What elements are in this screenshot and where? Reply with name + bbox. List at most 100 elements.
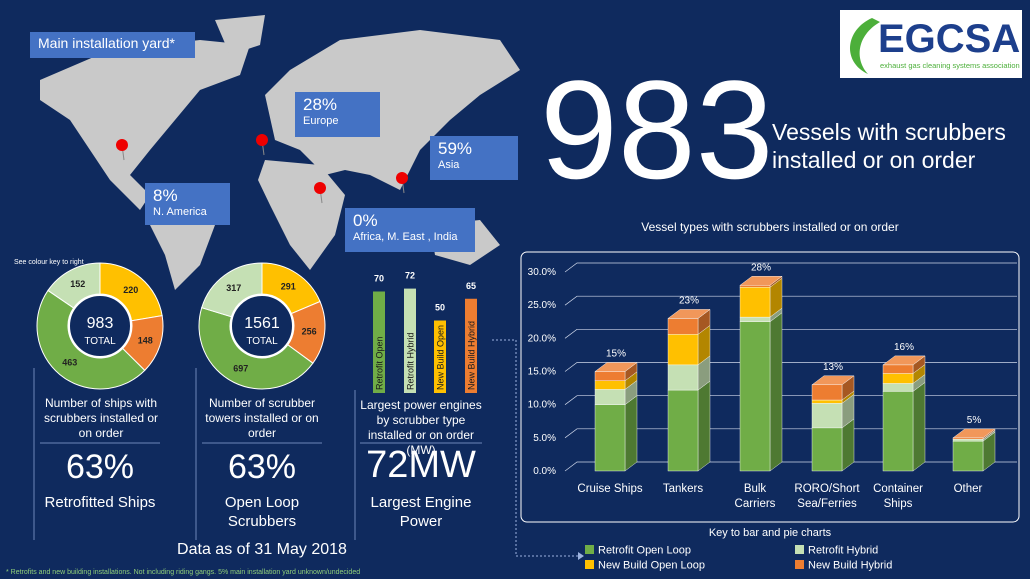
region-box: 0% Africa, M. East , India [345, 208, 475, 252]
engine-label: Retrofit Hybrid [406, 332, 416, 390]
panel-stat: 63% [227, 448, 297, 486]
grid-line [564, 395, 1017, 405]
bar-top [882, 355, 926, 366]
x-tick-label: Cruise Ships [577, 483, 643, 495]
map-note: Main installation yard* [30, 32, 195, 58]
date-note: Data as of 31 May 2018 [177, 541, 347, 558]
panel-stat-label: Open Loop Scrubbers [224, 494, 300, 530]
bar-segment [739, 285, 771, 288]
bar-segment [667, 318, 699, 335]
donut-total: 983 [87, 315, 114, 332]
y-tick-label: 5.0% [533, 433, 556, 444]
bar-segment [594, 389, 626, 405]
region-share: 8% [153, 186, 178, 205]
region-name: Asia [438, 159, 460, 171]
bar-top [811, 375, 855, 385]
legend-swatch [585, 560, 594, 569]
bar-segment [739, 316, 771, 322]
donut-total: 1561 [244, 315, 280, 332]
bar-segment [882, 364, 914, 374]
map-pins [116, 134, 408, 204]
region-name: Africa, M. East , India [353, 231, 458, 243]
panel-stat-label: Largest Engine Power [370, 494, 472, 530]
bar-segment [882, 373, 914, 384]
engine-bar [373, 291, 385, 393]
legend-swatch [585, 545, 594, 554]
engine-label: Retrofit Open [375, 336, 385, 390]
bar-segment [739, 287, 771, 318]
region-share: 59% [438, 139, 473, 158]
logo-tagline: exhaust gas cleaning systems association [880, 61, 1020, 70]
bar-top [667, 309, 711, 319]
x-tick-label: Container Ships [873, 483, 923, 510]
y-tick-label: 30.0% [528, 267, 556, 278]
grid-line [564, 362, 1017, 372]
engine-bar [404, 288, 416, 393]
chart-title: Vessel types with scrubbers installed or… [641, 220, 898, 234]
legend-swatch [795, 545, 804, 554]
bar-segment [594, 404, 626, 472]
donut-label: 148 [138, 335, 153, 345]
bar-top [594, 362, 638, 372]
legend-label: New Build Open Loop [598, 560, 705, 572]
region-box: 28% Europe [295, 92, 380, 137]
region-share: 28% [303, 95, 338, 114]
grid-line [564, 295, 1017, 306]
headline-text: Vessels with scrubbers installed or on o… [772, 119, 1006, 173]
arrow [492, 339, 578, 557]
bar-segment [952, 440, 984, 472]
bar-segment [811, 384, 843, 401]
donut-center [230, 294, 294, 358]
bar-side [697, 380, 711, 472]
logo-name: EGCSA [878, 17, 1020, 61]
grid-line [564, 428, 1017, 439]
region-share: 0% [353, 211, 378, 230]
region-name: N. America [153, 206, 207, 218]
panel-caption: Number of scrubber towers installed or o… [205, 396, 319, 440]
bar-segment [667, 364, 699, 391]
engine-label: New Build Open [436, 325, 446, 390]
region-box: 8% N. America [145, 183, 230, 225]
donut-label: 152 [70, 279, 85, 289]
x-tick-label: Tankers [662, 483, 704, 495]
bar-total: 23% [679, 295, 699, 306]
bar-total: 28% [751, 262, 771, 273]
legend-label: New Build Hybrid [808, 560, 892, 572]
bar-segment [882, 391, 914, 472]
chart-frame [520, 251, 1020, 523]
bar-top [739, 276, 783, 286]
legend-swatch [795, 560, 804, 569]
footnote: * Retrofits and new building installatio… [6, 569, 360, 576]
donut-label: 256 [302, 326, 317, 336]
x-tick-label: Other [953, 483, 983, 495]
panel-stat: 72MW [366, 444, 476, 486]
legend-label: Retrofit Hybrid [808, 545, 878, 557]
bar-side [769, 312, 783, 472]
bar-segment [952, 438, 984, 442]
bar-top [952, 428, 996, 439]
bar-segment [667, 389, 699, 472]
bar-segment [739, 321, 771, 472]
y-tick-label: 25.0% [528, 300, 556, 311]
donut-label: 220 [123, 285, 138, 295]
bar-segment [594, 380, 626, 390]
panel-caption: Largest power engines by scrubber type i… [360, 398, 482, 457]
donut-total-label: TOTAL [84, 336, 116, 347]
panel-caption: Number of ships with scrubbers installed… [43, 396, 159, 440]
legend-title: Key to bar and pie charts [709, 527, 832, 539]
bar-side [912, 381, 926, 472]
donut-total-label: TOTAL [246, 336, 278, 347]
engine-value: 50 [435, 303, 445, 313]
engine-value: 72 [405, 271, 415, 281]
legend-label: Retrofit Open Loop [598, 545, 691, 557]
world-map [40, 15, 520, 290]
region-box: 59% Asia [430, 136, 518, 180]
donut-center [68, 294, 132, 358]
bar-total: 16% [894, 342, 914, 353]
bar-side [624, 395, 638, 472]
bar-total: 5% [967, 415, 982, 426]
engine-bar [465, 298, 477, 393]
bar-total: 13% [823, 362, 843, 373]
